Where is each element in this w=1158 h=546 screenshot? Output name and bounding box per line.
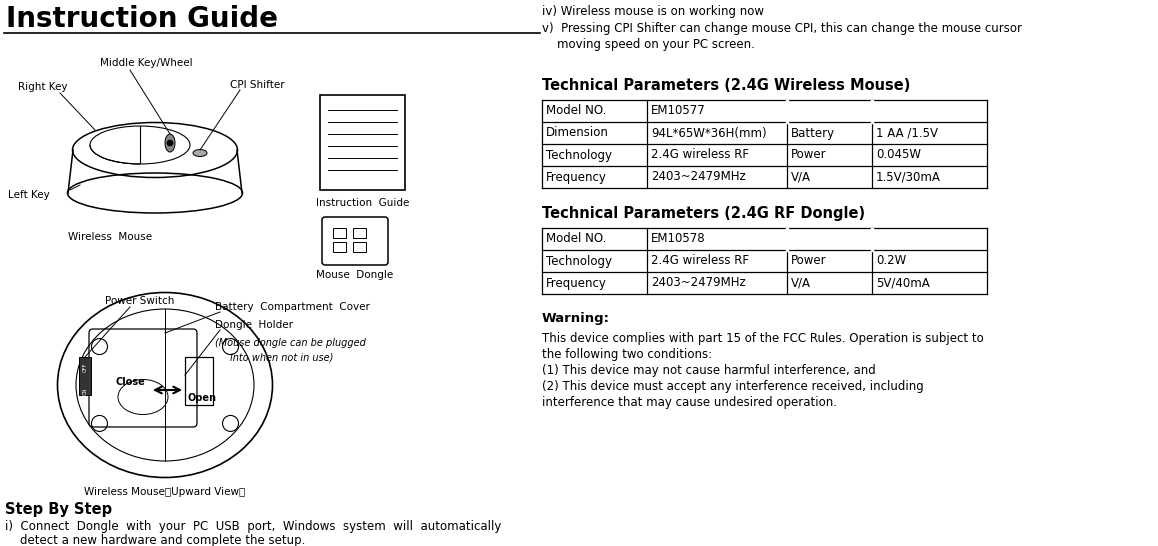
Bar [320, 95, 405, 190]
Text: 0.045W: 0.045W [875, 149, 921, 162]
Text: 1 AA /1.5V: 1 AA /1.5V [875, 127, 938, 139]
Text: Instruction  Guide: Instruction Guide [316, 198, 409, 208]
Ellipse shape [164, 134, 175, 152]
Ellipse shape [193, 150, 207, 157]
Text: Dimension: Dimension [547, 127, 609, 139]
Text: Right Key: Right Key [19, 82, 67, 92]
Text: Mouse  Dongle: Mouse Dongle [316, 270, 394, 280]
Text: EM10578: EM10578 [651, 233, 705, 246]
Text: Wireless  Mouse: Wireless Mouse [68, 232, 152, 242]
Text: iv) Wireless mouse is on working now: iv) Wireless mouse is on working now [542, 5, 764, 18]
Text: (Mouse dongle can be plugged: (Mouse dongle can be plugged [215, 338, 366, 348]
Text: 2.4G wireless RF: 2.4G wireless RF [651, 149, 749, 162]
Text: Technical Parameters (2.4G Wireless Mouse): Technical Parameters (2.4G Wireless Mous… [542, 78, 910, 93]
Text: 1.5V/30mA: 1.5V/30mA [875, 170, 940, 183]
Circle shape [167, 140, 173, 146]
Text: V/A: V/A [791, 170, 811, 183]
Text: Power Switch: Power Switch [105, 296, 175, 306]
Text: Power: Power [791, 254, 827, 268]
Text: OFF: OFF [82, 363, 88, 372]
Text: (1) This device may not cause harmful interference, and: (1) This device may not cause harmful in… [542, 364, 875, 377]
Text: Technical Parameters (2.4G RF Dongle): Technical Parameters (2.4G RF Dongle) [542, 206, 865, 221]
Text: 2403~2479MHz: 2403~2479MHz [651, 276, 746, 289]
Text: 0.2W: 0.2W [875, 254, 907, 268]
Text: (2) This device must accept any interference received, including: (2) This device must accept any interfer… [542, 380, 924, 393]
Text: Technology: Technology [547, 254, 611, 268]
Text: V/A: V/A [791, 276, 811, 289]
Text: Step By Step: Step By Step [5, 502, 112, 517]
Text: Left Key: Left Key [8, 190, 50, 200]
Text: Close: Close [116, 377, 145, 387]
Text: Middle Key/Wheel: Middle Key/Wheel [100, 58, 192, 68]
Text: detect a new hardware and complete the setup.: detect a new hardware and complete the s… [5, 534, 306, 546]
Bar [353, 242, 366, 252]
Bar [334, 228, 346, 238]
Text: ON: ON [82, 388, 88, 395]
Text: moving speed on your PC screen.: moving speed on your PC screen. [542, 38, 755, 51]
Text: Battery: Battery [791, 127, 835, 139]
Text: Battery  Compartment  Cover: Battery Compartment Cover [215, 302, 369, 312]
Text: 5V/40mA: 5V/40mA [875, 276, 930, 289]
Bar [334, 242, 346, 252]
Text: Technology: Technology [547, 149, 611, 162]
Text: Frequency: Frequency [547, 170, 607, 183]
Bar [185, 357, 213, 405]
Text: Instruction Guide: Instruction Guide [6, 5, 278, 33]
Text: Wireless Mouse（Upward View）: Wireless Mouse（Upward View） [85, 487, 245, 497]
Text: the following two conditions:: the following two conditions: [542, 348, 712, 361]
Text: Dongle  Holder: Dongle Holder [215, 320, 293, 330]
Text: EM10577: EM10577 [651, 104, 705, 117]
Bar [79, 357, 91, 395]
Text: 2403~2479MHz: 2403~2479MHz [651, 170, 746, 183]
FancyBboxPatch shape [322, 217, 388, 265]
Text: i)  Connect  Dongle  with  your  PC  USB  port,  Windows  system  will  automati: i) Connect Dongle with your PC USB port,… [5, 520, 501, 533]
Text: v)  Pressing CPI Shifter can change mouse CPI, this can change the mouse cursor: v) Pressing CPI Shifter can change mouse… [542, 22, 1023, 35]
Ellipse shape [58, 293, 272, 478]
Text: Warning:: Warning: [542, 312, 610, 325]
Text: Power: Power [791, 149, 827, 162]
Text: Open: Open [186, 393, 217, 403]
Text: 94L*65W*36H(mm): 94L*65W*36H(mm) [651, 127, 767, 139]
Text: 2.4G wireless RF: 2.4G wireless RF [651, 254, 749, 268]
Text: Frequency: Frequency [547, 276, 607, 289]
Text: into when not in use): into when not in use) [230, 352, 334, 362]
Text: This device complies with part 15 of the FCC Rules. Operation is subject to: This device complies with part 15 of the… [542, 332, 984, 345]
Text: Model NO.: Model NO. [547, 104, 607, 117]
Text: Model NO.: Model NO. [547, 233, 607, 246]
Text: interference that may cause undesired operation.: interference that may cause undesired op… [542, 396, 837, 409]
Text: CPI Shifter: CPI Shifter [230, 80, 285, 90]
Bar [353, 228, 366, 238]
